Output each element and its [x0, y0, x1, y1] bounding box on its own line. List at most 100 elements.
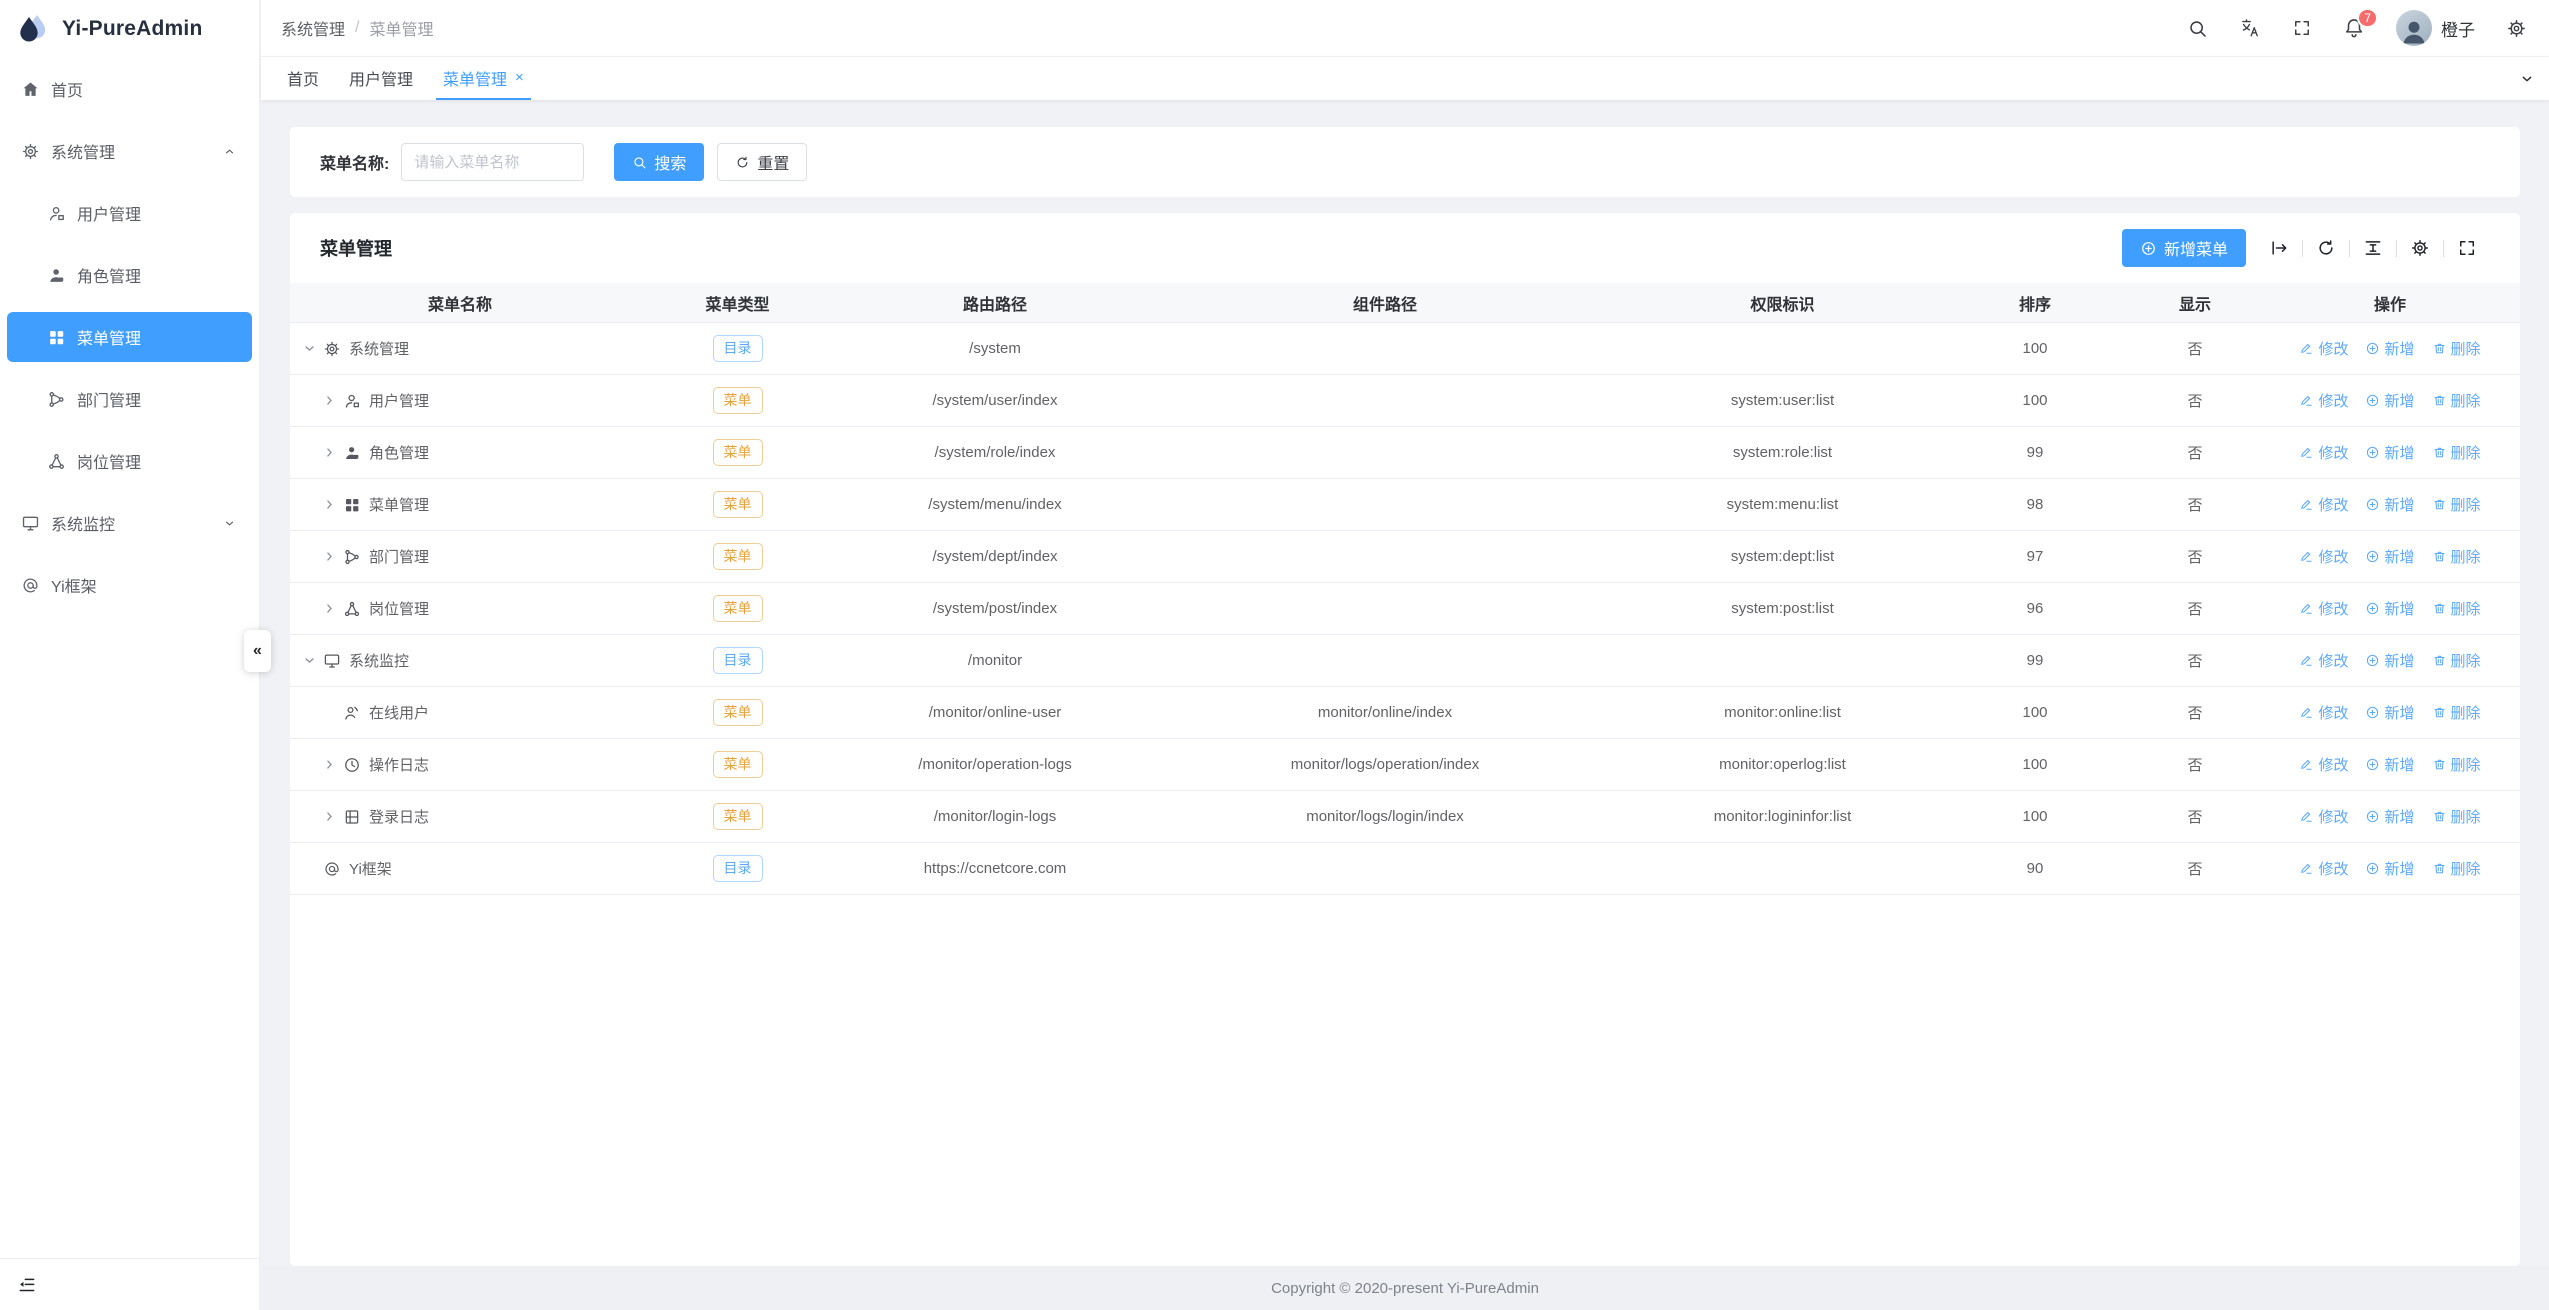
delete-link[interactable]: 删除 [2432, 338, 2481, 359]
operations-cell: 修改 新增 删除 [2260, 806, 2520, 827]
column-header[interactable]: 显示 [2178, 296, 2211, 314]
add-link[interactable]: 新增 [2365, 442, 2415, 463]
tab-close-icon[interactable]: × [515, 69, 524, 86]
edit-link[interactable]: 修改 [2299, 494, 2348, 515]
navbar-actions: 7 橙子 [2187, 8, 2527, 46]
row-expand-chevron-icon[interactable] [322, 445, 337, 460]
column-header[interactable]: 组件路径 [1352, 296, 1417, 314]
column-header[interactable]: 菜单名称 [427, 296, 492, 314]
sidebar-fold-bar[interactable] [0, 1258, 259, 1310]
refresh-table-icon[interactable] [2303, 238, 2349, 258]
add-link[interactable]: 新增 [2365, 390, 2415, 411]
delete-link[interactable]: 删除 [2432, 650, 2481, 671]
row-expand-chevron-icon[interactable] [322, 393, 337, 408]
row-expand-chevron-icon[interactable] [322, 497, 337, 512]
column-header[interactable]: 排序 [2018, 296, 2051, 314]
column-header[interactable]: 操作 [2373, 296, 2406, 314]
operations-cell: 修改 新增 删除 [2260, 442, 2520, 463]
sidebar-item[interactable]: 菜单管理 [7, 312, 252, 362]
edit-link[interactable]: 修改 [2299, 390, 2348, 411]
edit-link[interactable]: 修改 [2299, 858, 2348, 879]
column-settings-gear-icon[interactable] [2397, 238, 2443, 258]
add-menu-button[interactable]: 新增菜单 [2121, 229, 2246, 267]
menu-name: Yi框架 [349, 861, 392, 878]
sidebar-item[interactable]: 角色管理 [7, 250, 252, 300]
sidebar-item[interactable]: 岗位管理 [7, 436, 252, 486]
delete-link[interactable]: 删除 [2432, 702, 2481, 723]
brand[interactable]: Yi-PureAdmin [0, 0, 259, 57]
delete-link[interactable]: 删除 [2432, 390, 2481, 411]
fullscreen-icon[interactable] [2292, 18, 2312, 38]
edit-link[interactable]: 修改 [2299, 598, 2348, 619]
add-link[interactable]: 新增 [2365, 494, 2415, 515]
translate-icon[interactable] [2239, 17, 2261, 39]
trash-icon [2432, 757, 2447, 772]
edit-link[interactable]: 修改 [2299, 338, 2348, 359]
edit-link[interactable]: 修改 [2299, 650, 2348, 671]
sidebar-item[interactable]: Yi框架 [7, 560, 252, 610]
delete-link[interactable]: 删除 [2432, 858, 2481, 879]
trash-icon [2432, 653, 2447, 668]
row-expand-chevron-icon[interactable] [322, 757, 337, 772]
delete-link[interactable]: 删除 [2432, 442, 2481, 463]
column-header[interactable]: 路由路径 [962, 296, 1027, 314]
sidebar-item-icon [47, 204, 66, 223]
edit-link[interactable]: 修改 [2299, 546, 2348, 567]
edit-pencil-icon [2299, 393, 2314, 408]
operations-cell: 修改 新增 删除 [2260, 858, 2520, 879]
search-icon[interactable] [2187, 18, 2208, 39]
expand-columns-icon[interactable] [2256, 238, 2302, 258]
delete-link[interactable]: 删除 [2432, 546, 2481, 567]
notification-bell-icon[interactable]: 7 [2343, 8, 2378, 39]
menu-name-input[interactable] [401, 143, 585, 181]
breadcrumb-item[interactable]: 系统管理 [281, 22, 346, 39]
sidebar-item[interactable]: 系统管理 [7, 126, 252, 176]
search-button[interactable]: 搜索 [614, 143, 705, 181]
row-expand-chevron-icon[interactable] [302, 861, 317, 876]
add-link[interactable]: 新增 [2365, 546, 2415, 567]
row-expand-chevron-icon[interactable] [322, 705, 337, 720]
row-expand-chevron-icon[interactable] [322, 549, 337, 564]
row-expand-chevron-icon[interactable] [322, 809, 337, 824]
column-header[interactable]: 菜单类型 [705, 296, 770, 314]
delete-link[interactable]: 删除 [2432, 754, 2481, 775]
sidebar-item[interactable]: 首页 [7, 64, 252, 114]
add-link[interactable]: 新增 [2365, 858, 2415, 879]
row-expand-chevron-icon[interactable] [322, 601, 337, 616]
add-link[interactable]: 新增 [2365, 806, 2415, 827]
row-density-icon[interactable] [2350, 238, 2396, 258]
delete-link[interactable]: 删除 [2432, 806, 2481, 827]
breadcrumb-item-current: 菜单管理 [369, 22, 434, 39]
row-expand-chevron-icon[interactable] [302, 653, 317, 668]
user-menu[interactable]: 橙子 [2396, 10, 2475, 46]
column-header[interactable]: 权限标识 [1750, 296, 1815, 314]
settings-gear-icon[interactable] [2506, 18, 2527, 39]
delete-link[interactable]: 删除 [2432, 494, 2481, 515]
sidebar-collapse-button[interactable]: « [244, 630, 271, 672]
menu-name-cell: 操作日志 [290, 754, 630, 775]
trash-icon [2432, 497, 2447, 512]
edit-link[interactable]: 修改 [2299, 754, 2348, 775]
table-fullscreen-icon[interactable] [2444, 238, 2490, 258]
sidebar-item[interactable]: 系统监控 [7, 498, 252, 548]
tab[interactable]: 用户管理 × [342, 57, 420, 100]
add-link[interactable]: 新增 [2365, 338, 2415, 359]
sidebar-item[interactable]: 用户管理 [7, 188, 252, 238]
add-link[interactable]: 新增 [2365, 702, 2415, 723]
visible-cell: 否 [2187, 393, 2203, 410]
edit-link[interactable]: 修改 [2299, 442, 2348, 463]
add-link[interactable]: 新增 [2365, 650, 2415, 671]
sidebar-item[interactable]: 部门管理 [7, 374, 252, 424]
tab[interactable]: 首页 × [280, 57, 326, 100]
tab[interactable]: 菜单管理 × [436, 57, 531, 100]
trash-icon [2432, 341, 2447, 356]
edit-link[interactable]: 修改 [2299, 806, 2348, 827]
add-link[interactable]: 新增 [2365, 598, 2415, 619]
tabs-dropdown-chevron-icon[interactable] [2505, 57, 2549, 100]
row-expand-chevron-icon[interactable] [302, 341, 317, 356]
delete-link[interactable]: 删除 [2432, 598, 2481, 619]
add-link[interactable]: 新增 [2365, 754, 2415, 775]
reset-button[interactable]: 重置 [717, 143, 808, 181]
edit-link[interactable]: 修改 [2299, 702, 2348, 723]
sidebar-item-label: 岗位管理 [77, 455, 142, 472]
